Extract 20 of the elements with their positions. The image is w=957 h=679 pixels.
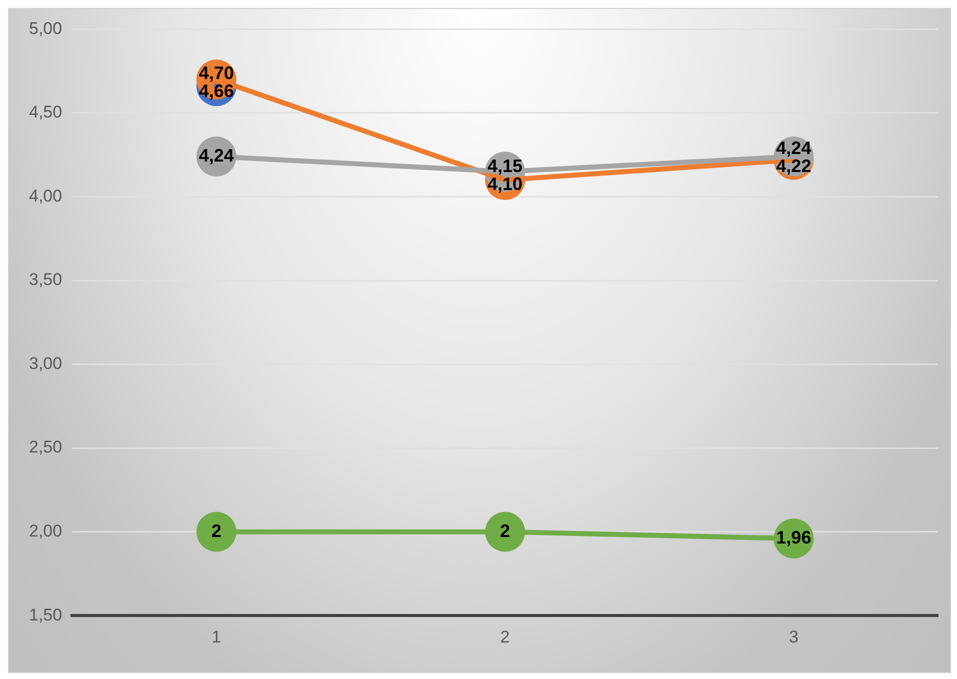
data-label: 2 (211, 520, 222, 541)
y-tick-label: 2,00 (28, 522, 62, 541)
y-tick-label: 3,00 (28, 354, 62, 373)
y-tick-label: 2,50 (28, 438, 62, 457)
data-label: 4,24 (198, 146, 234, 166)
y-tick-label: 4,00 (28, 186, 62, 206)
y-tick-label: 4,50 (28, 102, 62, 122)
data-label: 4,24 (776, 138, 812, 158)
y-tick-label: 5,00 (28, 18, 62, 38)
y-tick-label: 3,50 (28, 270, 62, 290)
data-label: 4,70 (198, 62, 234, 83)
data-label: 4,15 (488, 156, 523, 176)
data-label: 2 (500, 520, 510, 541)
data-label: 1,96 (776, 528, 812, 548)
data-label: 4,22 (776, 156, 812, 176)
x-tick-label: 2 (500, 627, 510, 646)
y-tick-label: 1,50 (28, 605, 62, 624)
x-tick-label: 1 (212, 627, 222, 646)
x-tick-label: 3 (788, 627, 798, 646)
data-label: 4,66 (198, 80, 234, 101)
